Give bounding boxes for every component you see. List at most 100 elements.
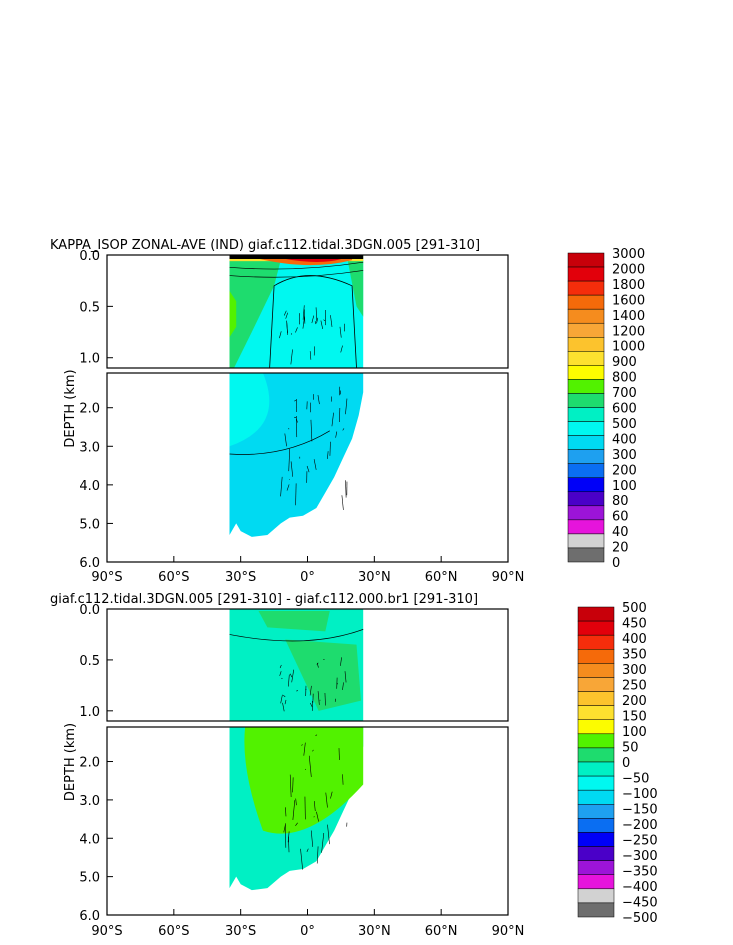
colorbar-label: 200 [622,694,647,709]
colorbar-label: −350 [622,865,658,880]
contour-line [316,846,319,864]
contour-line [315,307,318,322]
contour-line [305,688,307,691]
colorbar-swatch [577,902,615,918]
colorbar-label: −200 [622,818,658,833]
colorbar-swatch [577,606,615,622]
colorbar-label: 300 [612,448,637,463]
contour-line [315,734,318,736]
colorbar-swatch [567,393,605,408]
colorbar-swatch [567,449,605,464]
colorbar-swatch [577,663,615,678]
contour-line [290,349,293,365]
contour-line [283,694,286,698]
x-tick-label: 0° [300,570,315,585]
panel-difference: giaf.c112.tidal.3DGN.005 [291-310] - gia… [50,592,658,939]
colorbar-label: −400 [622,880,658,895]
contour-line [330,791,333,799]
contour-line [294,399,297,402]
contour-line [280,694,283,704]
contour-line [288,836,290,853]
x-tick-label: 90°N [492,924,525,939]
colorbar-label: −250 [622,834,658,849]
contour-line [289,673,293,678]
contour-line [316,811,319,822]
colorbar-label: 800 [612,371,637,386]
colorbar-swatch [577,634,615,650]
colorbar-swatch [577,775,615,791]
lower-field [229,727,364,891]
colorbar-swatch [577,733,615,749]
y-tick-label: 0.0 [79,249,100,264]
contour-line [325,792,328,808]
upper-field [229,255,364,368]
y-tick-label: 3.0 [79,440,100,455]
contour-line [229,629,364,642]
contour-line [295,327,298,333]
colorbar-label: 450 [622,617,647,632]
region-intermediate-north [347,260,364,317]
contour-line [309,685,312,696]
colorbar-swatch [577,705,615,720]
contour-line [316,663,319,668]
colorbar-label: 2000 [612,262,645,277]
contour-line [317,395,320,405]
y-tick-label: 5.0 [79,871,100,886]
contour-line [336,682,339,685]
colorbar-swatch [567,547,605,563]
colorbar-swatch [577,691,615,706]
x-tick-label: 90°N [492,570,525,585]
colorbar-label: 700 [612,386,637,401]
contour-line [295,483,297,506]
colorbar-swatch [577,818,615,833]
y-tick-label: 1.0 [79,352,100,367]
region-deep-positive [244,727,364,834]
colorbar-label: 150 [622,710,647,725]
contour-line [310,830,314,847]
contour-line [291,669,295,683]
contour-line [323,319,326,322]
contour-line [296,690,299,692]
colorbar-label: 20 [612,541,629,556]
contour-line [229,430,330,455]
x-tick-label: 90°S [91,924,122,939]
contour-line [282,702,285,712]
contour-line [285,312,289,319]
contour-line [306,848,309,852]
y-tick-label: 6.0 [79,556,100,571]
contour-line [289,774,292,798]
y-axis-label: DEPTH (km) [63,369,78,447]
x-tick-label: 60°S [158,570,189,585]
colorbar-swatch [577,888,615,904]
contour-line [311,315,315,324]
contour-line [340,657,342,666]
contour-line [309,351,312,360]
contour-line [335,431,338,438]
contour-line [313,459,317,470]
contour-line [310,702,313,708]
contour-line [283,310,287,316]
region-upper-positive [285,639,361,711]
colorbar-label: 500 [612,417,637,432]
lower-field [229,373,364,537]
colorbar-swatch [567,407,605,422]
contour-line [340,345,343,353]
colorbar-label: 1000 [612,340,645,355]
colorbar-label: −100 [622,787,658,802]
region-surface-band [229,255,364,259]
colorbar-label: 200 [612,463,637,478]
contour-line [331,412,334,427]
colorbar-label: 400 [622,632,647,647]
colorbar-label: −150 [622,803,658,818]
y-tick-label: 0.5 [79,300,100,315]
colorbar-swatch [577,747,615,763]
colorbar-swatch [567,463,605,478]
colorbar-label: −500 [622,911,658,926]
contour-line [345,480,347,498]
colorbar-swatch [577,761,615,777]
contour-line [286,484,290,491]
y-tick-label: 2.0 [79,756,100,771]
region-intermediate-core [229,290,237,338]
y-tick-label: 4.0 [79,479,100,494]
